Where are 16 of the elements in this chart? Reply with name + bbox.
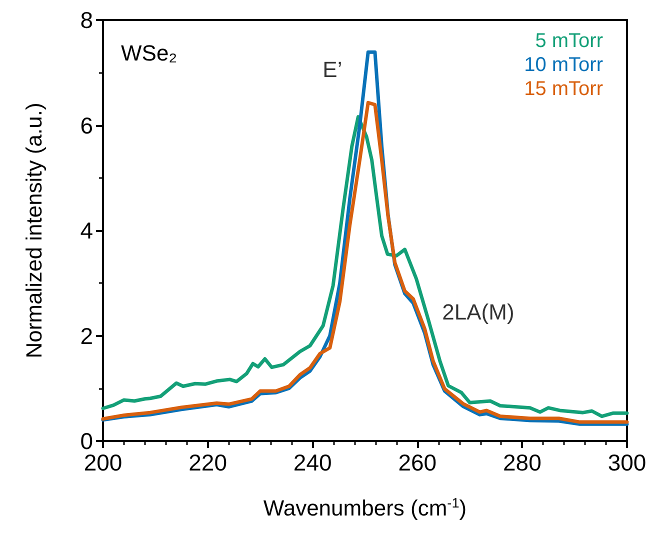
annotation: E’ [322, 57, 342, 82]
x-tick-label: 300 [608, 450, 646, 476]
y-axis-title: Normalized intensity (a.u.) [22, 102, 46, 358]
x-tick-label: 260 [398, 450, 437, 476]
x-tick-label: 240 [293, 450, 332, 476]
text: 5 mTorr [535, 30, 604, 52]
annotation: 2LA(M) [442, 300, 514, 325]
y-tick-label: 2 [80, 322, 93, 349]
y-tick-label: 8 [80, 7, 93, 33]
text: 15 mTorr [524, 78, 604, 100]
y-tick-label: 6 [80, 112, 93, 138]
y-tick-label: 4 [80, 218, 94, 244]
x-tick-label: 280 [503, 450, 542, 476]
annotation: WSe₂ [121, 40, 178, 66]
text: 10 mTorr [524, 54, 604, 76]
x-tick-label: 220 [188, 450, 227, 476]
